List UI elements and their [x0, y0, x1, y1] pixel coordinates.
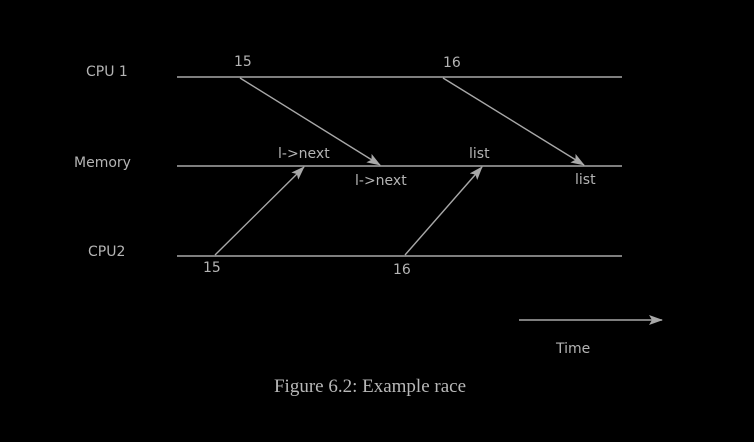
cpu2-event-15: 15 [203, 260, 221, 276]
cpu1-event-16: 16 [443, 55, 461, 71]
lane-label-memory: Memory [74, 155, 131, 171]
lane-label-cpu2: CPU2 [88, 244, 125, 260]
arrow-cpu1-15-to-memory [239, 77, 381, 166]
lane-label-cpu1: CPU 1 [86, 64, 128, 80]
memory-list-read-label: list [575, 172, 596, 188]
arrow-cpu2-16-to-memory [404, 166, 483, 256]
memory-lnext-write-label: l->next [278, 146, 330, 162]
memory-list-write-label: list [469, 146, 490, 162]
cpu1-event-15: 15 [234, 54, 252, 70]
figure-caption: Figure 6.2: Example race [273, 376, 467, 397]
cpu2-event-16: 16 [393, 262, 411, 278]
arrow-cpu2-15-to-memory [214, 166, 305, 256]
time-label: Time [555, 341, 590, 357]
arrow-cpu1-16-to-memory [442, 77, 585, 166]
memory-lnext-read-label: l->next [355, 173, 407, 189]
